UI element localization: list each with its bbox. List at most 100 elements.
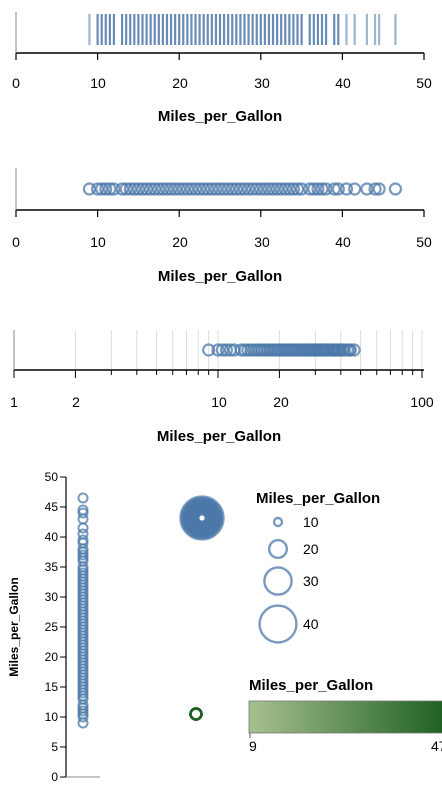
size-legend-title: Miles_per_Gallon [256,490,380,507]
x-tick-label: 20 [172,75,188,91]
y-tick-label: 10 [45,710,59,724]
x-tick-label: 50 [416,234,432,250]
panel-size-circles: Miles_per_Gallon 10 20 30 40 [179,490,380,644]
data-point [119,182,133,196]
data-point [388,182,403,196]
data-point [77,528,89,540]
data-point [179,495,225,541]
data-point [295,182,309,196]
data-point [184,182,199,196]
data-point [82,182,97,196]
y-tick-labels: 0 5 10 15 20 25 30 35 40 45 50 [45,470,59,784]
data-point [160,182,174,196]
x-tick-label: 10 [90,234,106,250]
y-tick-label: 40 [45,530,59,544]
size-legend-label: 40 [303,616,319,632]
data-point [217,182,231,196]
tick-marks [88,14,397,45]
size-legend [258,516,298,644]
data-point [282,182,296,196]
data-point [219,343,234,357]
data-point [368,182,382,196]
data-point [270,182,284,196]
data-point [115,182,129,196]
data-point [123,182,137,196]
x-tick-label: 10 [211,394,227,410]
x-axis-title: Miles_per_Gallon [158,108,282,125]
data-point [233,182,247,196]
data-point [266,182,280,196]
data-point [229,182,243,196]
y-tick-label: 15 [45,680,59,694]
color-circle-marks [189,707,203,721]
data-point [315,182,329,196]
data-point [246,182,260,196]
size-legend-label: 20 [303,541,319,557]
x-axis-ticks [15,210,425,217]
data-point [286,182,301,196]
x-tick-label: 40 [335,75,351,91]
circle-marks [82,182,403,196]
y-axis-ticks [60,476,66,778]
data-point [152,182,166,196]
size-legend-symbol [268,539,289,560]
data-point [360,182,374,196]
panel-circle-strip: 0 10 20 30 40 50 Miles_per_Gallon [12,168,432,285]
data-point [221,182,235,196]
data-point [274,182,288,196]
color-legend-label: 9 [249,738,257,754]
y-tick-label: 0 [51,770,58,784]
circle-marks [202,343,361,357]
color-legend-label: 47 [431,738,442,754]
data-point [205,182,219,196]
data-point [90,182,105,196]
y-tick-label: 50 [45,470,59,484]
y-axis-title: Miles_per_Gallon [7,577,21,676]
x-tick-label: 50 [416,75,432,91]
data-point [77,492,89,504]
x-tick-label: 0 [12,234,20,250]
size-legend-symbol [272,516,284,528]
x-tick-label: 100 [410,394,434,410]
panel-vertical-strip: 0 5 10 15 20 25 30 35 40 45 50 Miles_per… [7,470,100,784]
data-point [327,182,341,196]
data-point [131,182,145,196]
data-point [201,182,215,196]
x-tick-label: 2 [72,394,80,410]
data-point [103,182,117,196]
data-point [193,182,207,196]
x-tick-label: 20 [273,394,289,410]
data-point [180,496,224,540]
data-point [209,182,223,196]
data-point [135,182,150,196]
size-legend-label: 30 [303,573,319,589]
data-point [180,182,194,196]
data-point [156,182,170,196]
data-point [77,522,89,534]
size-legend-labels: 10 20 30 40 [303,514,319,632]
x-axis-ticks [15,53,425,60]
data-point [348,182,362,196]
data-point [290,182,305,196]
panel-color-circles: Miles_per_Gallon 9 47 [189,677,442,754]
data-point [311,182,325,196]
size-circle-marks [179,495,225,541]
data-point [347,343,361,357]
data-point [237,182,252,196]
panel-tick-strip: 0 10 20 30 40 50 Miles_per_Gallon [12,12,432,125]
data-point [202,343,216,357]
y-tick-label: 5 [51,740,58,754]
x-tick-label: 1 [10,394,18,410]
data-point [339,182,354,196]
data-point [278,182,292,196]
circle-marks [77,492,89,729]
data-point [262,182,276,196]
x-tick-label: 30 [254,234,270,250]
x-tick-labels: 0 10 20 30 40 50 [12,75,432,91]
size-legend-symbol [258,604,298,644]
data-point [107,182,121,196]
x-tick-labels: 1 2 10 20 100 [10,394,434,410]
color-legend-gradient [248,700,442,734]
data-point [211,343,225,357]
